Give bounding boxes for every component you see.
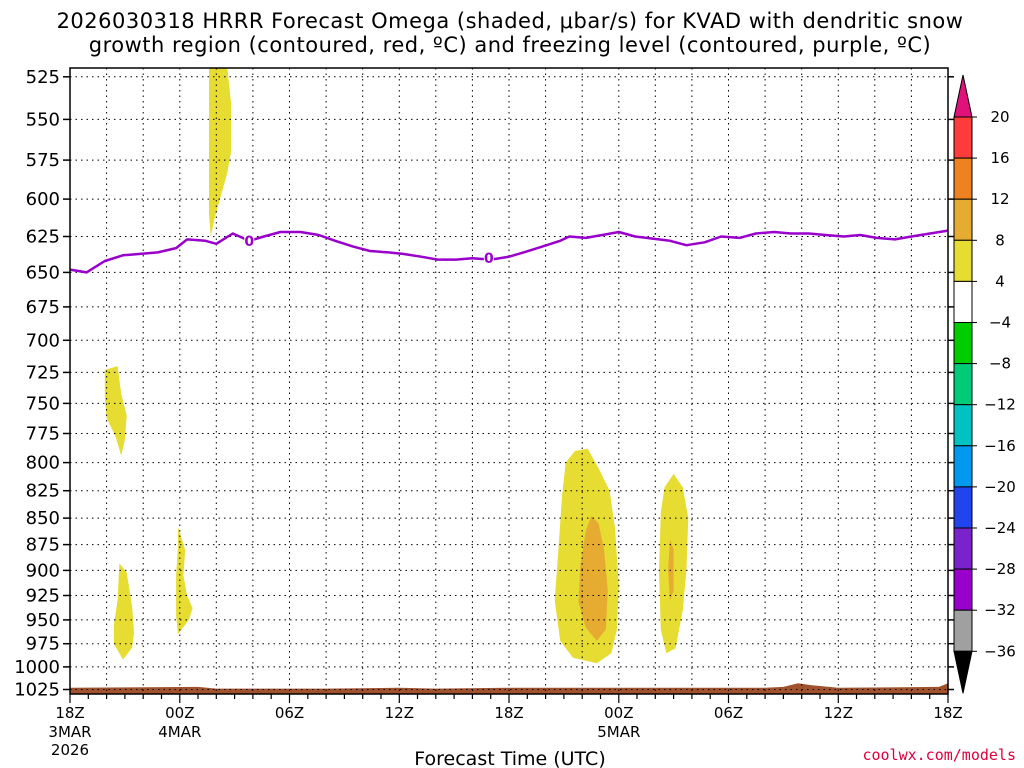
- y-tick-label-800: 800: [26, 453, 60, 474]
- terrain-area: [70, 683, 948, 694]
- y-tick-label-975: 975: [26, 634, 60, 655]
- y-tick-label-600: 600: [26, 189, 60, 210]
- colorbar-segment-10: [953, 527, 973, 570]
- chart-title-line1: 2026030318 HRRR Forecast Omega (shaded, …: [57, 9, 964, 33]
- colorbar-label-5: −4: [989, 314, 1011, 332]
- y-tick-label-700: 700: [26, 330, 60, 351]
- x-tick-date-5: 5MAR: [597, 723, 640, 741]
- y-tick-label-825: 825: [26, 481, 60, 502]
- y-tick-label-925: 925: [26, 586, 60, 607]
- freezing-level-label-0: 0: [244, 234, 254, 250]
- x-tick-label-0: 18Z: [55, 704, 84, 722]
- x-tick-label-5: 00Z: [604, 704, 633, 722]
- colorbar-label-2: 12: [990, 190, 1009, 208]
- colorbar-label-6: −8: [989, 355, 1011, 373]
- y-tick-label-725: 725: [26, 362, 60, 383]
- freezing-level-contour: 00: [69, 229, 949, 274]
- y-tick-label-850: 850: [26, 508, 60, 529]
- colorbar-label-1: 16: [990, 149, 1009, 167]
- colorbar-segment-9: [953, 486, 973, 529]
- colorbar-segment-7: [953, 404, 973, 447]
- omega-area-5: [578, 515, 608, 641]
- colorbar-label-8: −16: [984, 437, 1016, 455]
- y-tick-label-625: 625: [26, 227, 60, 248]
- y-tick-label-675: 675: [26, 297, 60, 318]
- colorbar-label-9: −20: [984, 478, 1016, 496]
- x-axis-label: Forecast Time (UTC): [414, 748, 605, 768]
- y-tick-label-750: 750: [26, 393, 60, 414]
- colorbar-label-13: −36: [984, 642, 1016, 660]
- omega-area-6: [659, 473, 689, 654]
- y-tick-label-775: 775: [26, 424, 60, 445]
- y-tick-label-900: 900: [26, 560, 60, 581]
- omega-area-1: [104, 366, 127, 456]
- colorbar-label-3: 8: [995, 231, 1005, 249]
- colorbar-segment-4: [953, 280, 973, 323]
- colorbar-segment-12: [953, 609, 973, 652]
- x-tick-label-6: 06Z: [714, 704, 743, 722]
- x-tick-label-3: 12Z: [385, 704, 414, 722]
- y-tick-label-1000: 1000: [14, 657, 60, 678]
- gridlines: [70, 68, 948, 694]
- colorbar-label-11: −28: [984, 560, 1016, 578]
- colorbar-segment-3: [953, 239, 973, 282]
- y-tick-label-550: 550: [26, 109, 60, 130]
- x-tick-label-2: 06Z: [275, 704, 304, 722]
- y-tick-label-1025: 1025: [14, 680, 60, 701]
- colorbar-segment-0: [953, 116, 973, 159]
- colorbar-segment-2: [953, 198, 973, 241]
- colorbar-segment-6: [953, 363, 973, 406]
- y-tick-label-950: 950: [26, 610, 60, 631]
- freezing-label-bg-0: [244, 232, 255, 248]
- colorbar-bottom-arrow: [953, 650, 973, 694]
- colorbar-segment-8: [953, 445, 973, 488]
- x-tick-label-1: 00Z: [165, 704, 194, 722]
- colorbar-label-7: −12: [984, 396, 1016, 414]
- colorbar-top-arrow: [953, 74, 973, 118]
- terrain: [70, 683, 948, 694]
- colorbar: 20 16 12 8 4 −4 −8 −12 −16 −20 −24 −28 −32 −36: [953, 74, 1016, 694]
- colorbar-segment-11: [953, 568, 973, 611]
- x-tick-date-0: 3MAR: [48, 723, 91, 741]
- freezing-level-line: [69, 229, 949, 274]
- colorbar-label-0: 20: [990, 108, 1009, 126]
- colorbar-segment-5: [953, 322, 973, 365]
- colorbar-label-10: −24: [984, 519, 1016, 537]
- colorbar-label-12: −32: [984, 601, 1016, 619]
- y-tick-label-875: 875: [26, 535, 60, 556]
- omega-area-3: [176, 526, 193, 635]
- x-tick-label-8: 18Z: [933, 704, 962, 722]
- colorbar-segment-1: [953, 157, 973, 200]
- freezing-level-label-1: 0: [484, 251, 494, 267]
- y-axis: 525 550 575 600 625 650 675 700 725 750 775 800 825 8…: [14, 67, 954, 701]
- colorbar-label-4: 4: [995, 272, 1005, 290]
- y-tick-label-650: 650: [26, 262, 60, 283]
- freezing-label-bg-1: [483, 250, 494, 266]
- x-tick-year-0: 2026: [51, 741, 89, 759]
- credit-link[interactable]: coolwx.com/models: [862, 746, 1016, 764]
- x-tick-date-1: 4MAR: [158, 723, 201, 741]
- x-tick-label-4: 18Z: [494, 704, 523, 722]
- omega-shading: [104, 68, 689, 664]
- y-tick-label-525: 525: [26, 67, 60, 88]
- x-tick-label-7: 12Z: [824, 704, 853, 722]
- omega-area-2: [113, 563, 134, 660]
- y-tick-label-575: 575: [26, 150, 60, 171]
- chart-title-line2: growth region (contoured, red, ºC) and f…: [89, 33, 932, 57]
- omega-area-0: [209, 68, 231, 237]
